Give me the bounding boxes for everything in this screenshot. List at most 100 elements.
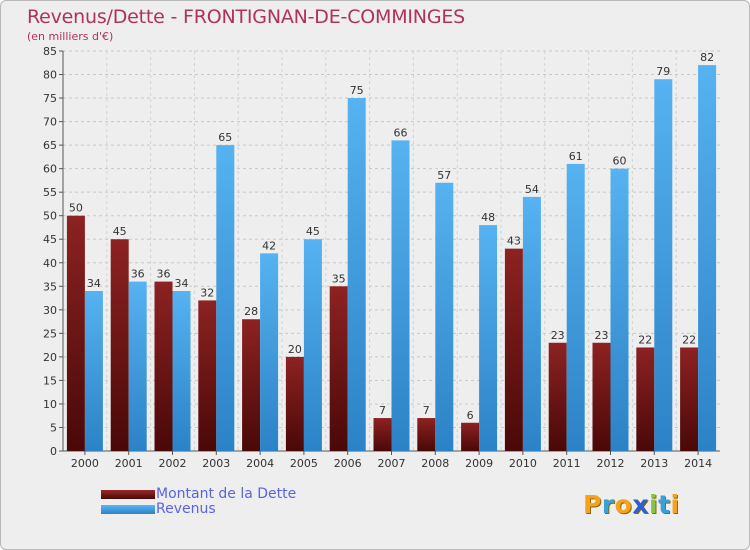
data-label-dette: 43: [507, 235, 521, 248]
bar-dette: [66, 215, 85, 451]
data-label-dette: 23: [595, 329, 609, 342]
data-label-revenus: 34: [87, 277, 101, 290]
data-label-revenus: 65: [218, 131, 232, 144]
legend-swatch-dette: [101, 490, 155, 499]
x-tick-label: 2001: [115, 457, 143, 470]
bar-revenus: [260, 253, 279, 451]
x-tick-label: 2009: [465, 457, 493, 470]
bar-revenus: [522, 196, 541, 451]
data-label-dette: 6: [467, 409, 474, 422]
bar-dette: [242, 319, 261, 451]
legend-swatch-revenus: [101, 505, 155, 514]
y-tick-label: 80: [43, 69, 57, 82]
legend-label-revenus: Revenus: [156, 501, 216, 517]
data-label-dette: 7: [423, 404, 430, 417]
legend-label-dette: Montant de la Dette: [156, 486, 297, 502]
data-label-revenus: 42: [262, 239, 276, 252]
logo-letter: x: [632, 490, 649, 519]
data-label-revenus: 82: [700, 51, 714, 64]
y-tick-label: 50: [43, 210, 57, 223]
logo-letter: t: [658, 490, 671, 519]
bar-dette: [198, 300, 217, 451]
bar-revenus: [303, 239, 322, 451]
data-label-dette: 22: [638, 333, 652, 346]
bar-dette: [548, 342, 567, 451]
data-label-revenus: 34: [175, 277, 189, 290]
x-tick-label: 2010: [509, 457, 537, 470]
bar-dette: [592, 342, 611, 451]
bar-dette: [329, 286, 348, 451]
y-tick-label: 40: [43, 257, 57, 270]
x-tick-label: 2014: [684, 457, 712, 470]
bar-revenus: [347, 98, 366, 451]
bar-revenus: [391, 140, 410, 452]
bar-dette: [373, 418, 392, 451]
bar-dette: [461, 422, 480, 451]
y-tick-label: 10: [43, 398, 57, 411]
bar-revenus: [479, 225, 498, 451]
bar-dette: [636, 347, 655, 451]
bar-revenus: [566, 163, 585, 452]
y-tick-label: 30: [43, 304, 57, 317]
x-tick-label: 2013: [640, 457, 668, 470]
data-label-dette: 36: [157, 268, 171, 281]
data-label-revenus: 60: [613, 155, 627, 168]
logo-letter: i: [649, 490, 659, 519]
chart-title: Revenus/Dette - FRONTIGNAN-DE-COMMINGES: [27, 6, 466, 28]
bar-dette: [417, 418, 436, 451]
data-label-revenus: 61: [569, 150, 583, 163]
bar-dette: [110, 239, 129, 451]
x-tick-label: 2002: [159, 457, 187, 470]
y-tick-label: 75: [43, 92, 57, 105]
data-label-dette: 50: [69, 202, 83, 215]
data-label-dette: 28: [244, 305, 258, 318]
bar-revenus: [216, 145, 235, 451]
y-tick-label: 25: [43, 327, 57, 340]
y-tick-label: 85: [43, 45, 57, 58]
x-tick-label: 2007: [378, 457, 406, 470]
logo-letter: i: [670, 490, 680, 519]
proxiti-logo: Proxiti: [583, 490, 680, 519]
bar-revenus: [654, 79, 673, 451]
data-label-revenus: 57: [437, 169, 451, 182]
data-label-revenus: 66: [394, 126, 408, 139]
x-tick-label: 2011: [553, 457, 581, 470]
logo-letter: P: [583, 490, 602, 519]
data-label-dette: 20: [288, 343, 302, 356]
bar-revenus: [172, 291, 191, 451]
x-tick-label: 2008: [421, 457, 449, 470]
data-label-dette: 23: [551, 329, 565, 342]
bar-dette: [154, 281, 173, 451]
x-tick-label: 2006: [334, 457, 362, 470]
bar-revenus: [84, 291, 103, 451]
logo-letter: o: [614, 490, 633, 519]
y-tick-label: 55: [43, 186, 57, 199]
bar-dette: [504, 248, 523, 451]
data-label-revenus: 48: [481, 211, 495, 224]
bar-revenus: [610, 168, 629, 451]
y-tick-label: 0: [50, 445, 57, 458]
x-tick-label: 2000: [71, 457, 99, 470]
data-label-revenus: 54: [525, 183, 539, 196]
data-label-revenus: 36: [131, 268, 145, 281]
y-tick-label: 5: [50, 421, 57, 434]
bars: [66, 65, 717, 452]
data-label-revenus: 79: [656, 65, 670, 78]
data-label-dette: 22: [682, 333, 696, 346]
x-tick-label: 2012: [597, 457, 625, 470]
bar-dette: [285, 356, 304, 451]
chart-subtitle: (en milliers d'€): [27, 30, 114, 43]
bar-revenus: [128, 281, 147, 451]
y-tick-label: 70: [43, 116, 57, 129]
y-tick-label: 65: [43, 139, 57, 152]
data-label-dette: 32: [200, 286, 214, 299]
bar-revenus: [698, 65, 717, 451]
x-tick-label: 2003: [202, 457, 230, 470]
x-tick-label: 2005: [290, 457, 318, 470]
y-tick-label: 15: [43, 374, 57, 387]
data-label-revenus: 45: [306, 225, 320, 238]
data-label-dette: 7: [379, 404, 386, 417]
